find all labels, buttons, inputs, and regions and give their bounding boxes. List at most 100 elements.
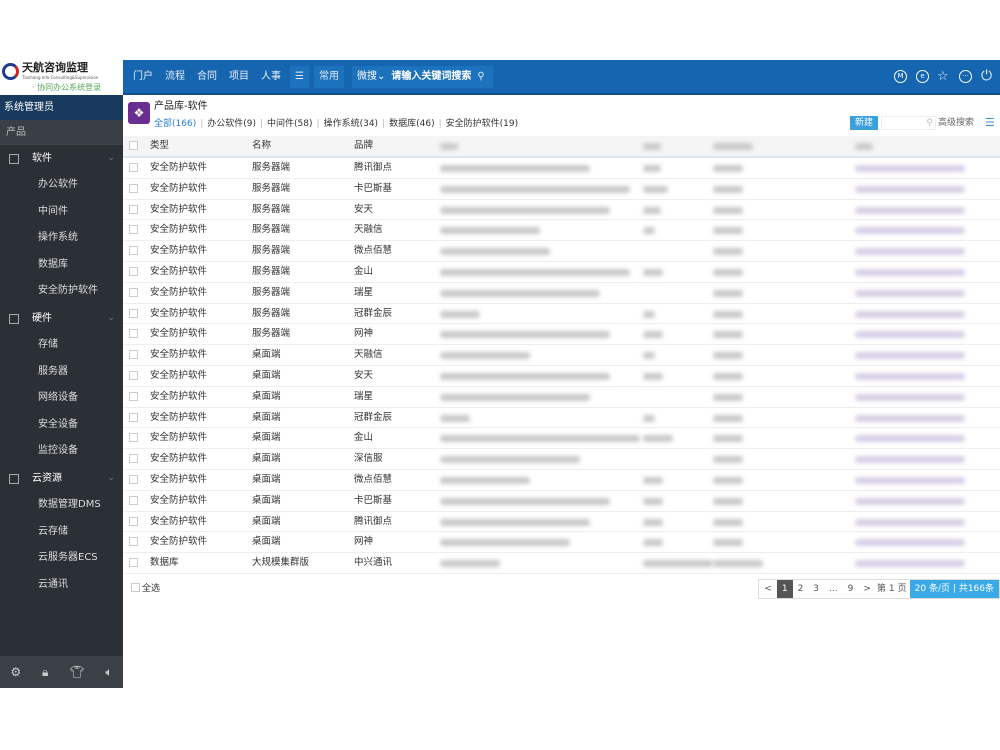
header-type[interactable]: 类型 [150,140,170,151]
row-checkbox[interactable] [129,204,138,214]
row-checkbox[interactable] [129,183,138,193]
nav-portal[interactable]: 门户 [133,71,153,82]
star-icon[interactable]: ☆ [937,69,949,84]
sidebar-item[interactable]: 数据库 [38,258,68,270]
nav-workflow[interactable]: 流程 [165,71,185,82]
table-row[interactable]: 安全防护软件 服务器端 卡巴斯基 [123,179,1000,200]
table-row[interactable]: 安全防护软件 服务器端 网神 [123,324,1000,346]
row-checkbox[interactable] [129,495,138,505]
row-checkbox[interactable] [129,558,138,568]
sidebar-item[interactable]: 办公软件 [38,179,78,190]
quick-search-input[interactable]: ⚲ [881,116,936,130]
menu-icon[interactable]: ☰ [290,66,309,88]
row-checkbox[interactable] [129,474,138,484]
search-input[interactable]: 请输入关键词搜索 [391,71,472,82]
table-row[interactable]: 安全防护软件 桌面端 腾讯御点 [123,512,1000,533]
e-icon[interactable]: e [916,70,929,83]
row-checkbox[interactable] [129,308,138,318]
sidebar-item[interactable]: 云存储 [38,525,68,537]
table-row[interactable]: 安全防护软件 服务器端 腾讯御点 [123,158,1000,179]
table-row[interactable]: 安全防护软件 桌面端 微点佰慧 [123,470,1000,491]
row-checkbox[interactable] [129,391,138,401]
shirt-icon[interactable]: 👕︎ [69,665,85,679]
tab-category[interactable]: 操作系统(34) [323,119,379,129]
table-row[interactable]: 安全防护软件 桌面端 安天 [123,366,1000,387]
nav-contract[interactable]: 合同 [197,71,217,82]
page-1-button[interactable]: 1 [776,580,793,598]
table-row[interactable]: 安全防护软件 服务器端 冠群金辰 [123,304,1000,325]
sidebar-item[interactable]: 监控设备 [38,445,78,457]
row-checkbox[interactable] [129,246,138,256]
table-row[interactable]: 安全防护软件 服务器端 天融信 [123,220,1000,242]
table-row[interactable]: 安全防护软件 服务器端 微点佰慧 [123,241,1000,262]
sidebar-item[interactable]: 服务器 [38,365,68,377]
row-checkbox[interactable] [129,454,138,464]
row-checkbox[interactable] [129,370,138,380]
header-name[interactable]: 名称 [252,140,272,151]
tab-category[interactable]: 中间件(58) [267,119,313,129]
table-row[interactable]: 安全防护软件 服务器端 瑞星 [123,283,1000,304]
list-view-icon[interactable]: ☰ [985,116,995,129]
sidebar-group[interactable]: 云资源 ⌄ [0,465,123,492]
table-row[interactable]: 安全防护软件 桌面端 卡巴斯基 [123,491,1000,512]
table-row[interactable]: 安全防护软件 桌面端 深信服 [123,449,1000,470]
more-icon[interactable]: ··· [959,70,972,83]
table-row[interactable]: 安全防护软件 桌面端 网神 [123,532,1000,554]
sidebar-item[interactable]: 操作系统 [38,232,78,244]
nav-hr[interactable]: 人事 [261,71,281,82]
row-checkbox[interactable] [129,225,138,235]
header-checkbox[interactable] [129,141,138,150]
prev-page-button[interactable]: < [764,584,772,594]
table-row[interactable]: 安全防护软件 桌面端 瑞星 [123,387,1000,408]
tab-category[interactable]: 安全防护软件(19) [445,119,519,129]
sidebar-group[interactable]: 软件 ⌄ [0,145,123,172]
table-row[interactable]: 安全防护软件 桌面端 天融信 [123,345,1000,366]
power-icon[interactable]: ⏻ [981,68,993,84]
table-row[interactable]: 安全防护软件 桌面端 金山 [123,428,1000,450]
sidebar-section-product[interactable]: 产品 [0,120,123,145]
sidebar-item[interactable]: 数据管理DMS [38,498,101,510]
row-checkbox[interactable] [129,163,138,172]
goto-page-input[interactable]: 1 [888,584,895,594]
header-brand[interactable]: 品牌 [354,140,374,151]
row-checkbox[interactable] [129,433,138,443]
page-3-button[interactable]: 3 [813,584,820,594]
next-page-button[interactable]: > [863,584,871,594]
sidebar-item[interactable]: 安全防护软件 [38,285,98,297]
tab-category[interactable]: 全部(166) [154,119,197,129]
sidebar-group[interactable]: 硬件 ⌄ [0,305,123,332]
search-icon[interactable]: ⚲ [477,71,485,82]
table-row[interactable]: 安全防护软件 服务器端 安天 [123,200,1000,221]
current-user[interactable]: 系统管理员 [0,95,123,120]
row-checkbox[interactable] [129,516,138,526]
row-checkbox[interactable] [129,266,138,276]
row-checkbox[interactable] [129,412,138,422]
table-row[interactable]: 安全防护软件 桌面端 冠群金辰 [123,408,1000,429]
row-checkbox[interactable] [129,329,138,339]
table-row[interactable]: 数据库 大规模集群版 中兴通讯 [123,553,1000,574]
nav-hr-project[interactable]: 项目 [229,71,249,82]
row-checkbox[interactable] [129,350,138,360]
sidebar-item[interactable]: 存储 [38,338,58,350]
tab-category[interactable]: 办公软件(9) [207,119,256,129]
sidebar-item[interactable]: 安全设备 [38,418,78,430]
new-button[interactable]: 新建 [850,116,878,130]
nav-common[interactable]: 常用 [314,66,344,88]
tab-category[interactable]: 数据库(46) [389,119,435,129]
lock-icon[interactable]: 🔒︎ [42,664,49,679]
speaker-icon[interactable]: 🔈︎ [105,664,113,679]
row-checkbox[interactable] [129,537,138,547]
page-2-button[interactable]: 2 [797,584,804,594]
select-all-checkbox[interactable]: 全选 [131,583,160,595]
row-checkbox[interactable] [129,287,138,297]
settings-icon[interactable]: ⚙ [10,665,22,679]
sidebar-item[interactable]: 中间件 [38,205,68,217]
sidebar-item[interactable]: 云通讯 [38,578,68,590]
sidebar-item[interactable]: 网络设备 [38,392,78,404]
page-size-select[interactable]: 20 条/页 | 共166条 [909,580,999,598]
table-row[interactable]: 安全防护软件 服务器端 金山 [123,262,1000,283]
sidebar-item[interactable]: 云服务器ECS [38,552,98,564]
page-9-button[interactable]: 9 [847,584,854,594]
search-scope-dropdown[interactable]: 微搜⌄ [357,71,386,82]
m-icon[interactable]: M [894,70,907,83]
